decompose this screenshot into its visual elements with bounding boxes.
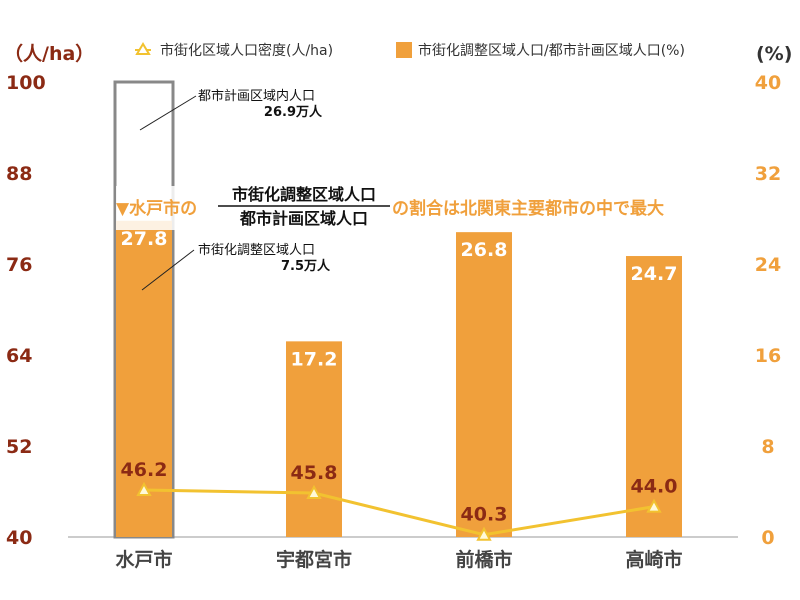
density-point xyxy=(136,481,152,496)
right-axis: 0 8 16 24 32 40 xyxy=(755,72,781,549)
headline: ▼水戸市の 市街化調整区域人口 都市計画区域人口 の割合は北関東主要都市の中で最… xyxy=(116,185,716,230)
left-tick-label: 64 xyxy=(6,345,32,367)
right-tick-label: 0 xyxy=(761,527,774,549)
triangle-marker-icon xyxy=(135,42,151,55)
annotation-total: 都市計画区域内人口 26.9万人 xyxy=(139,88,323,131)
square-marker-icon xyxy=(396,42,412,58)
density-point xyxy=(646,498,662,513)
category-label: 宇都宮市 xyxy=(276,548,352,571)
annotation-total-value: 26.9万人 xyxy=(264,104,323,120)
bar xyxy=(456,232,512,537)
density-value-label: 46.2 xyxy=(121,459,168,481)
annotation-urbctrl-label: 市街化調整区域人口 xyxy=(198,242,315,258)
legend: 市街化区域人口密度(人/ha) 市街化調整区域人口/都市計画区域人口(%) xyxy=(135,42,685,59)
density-value-label: 40.3 xyxy=(461,504,508,526)
right-tick-label: 16 xyxy=(755,345,781,367)
annotation-total-label: 都市計画区域内人口 xyxy=(198,88,315,104)
density-value-label: 45.8 xyxy=(291,462,338,484)
legend-bar-label: 市街化調整区域人口/都市計画区域人口(%) xyxy=(418,42,685,59)
right-tick-label: 40 xyxy=(755,72,781,94)
left-tick-label: 52 xyxy=(6,436,32,458)
density-value-label: 44.0 xyxy=(631,476,678,498)
bar-value-label: 17.2 xyxy=(291,348,338,370)
left-tick-label: 100 xyxy=(6,72,46,94)
category-label: 高崎市 xyxy=(625,548,682,571)
legend-line-label: 市街化区域人口密度(人/ha) xyxy=(160,42,333,59)
headline-denominator: 都市計画区域人口 xyxy=(239,209,368,228)
category-labels: 水戸市 宇都宮市 前橋市 高崎市 xyxy=(115,548,682,571)
bar-value-label: 27.8 xyxy=(121,228,168,250)
left-tick-label: 88 xyxy=(6,163,32,185)
bar xyxy=(626,256,682,537)
left-axis: 40 52 64 76 88 100 xyxy=(6,72,46,549)
density-point xyxy=(476,526,492,541)
category-label: 前橋市 xyxy=(455,548,512,571)
category-label: 水戸市 xyxy=(115,548,172,571)
left-tick-label: 40 xyxy=(6,527,32,549)
left-axis-unit: （人/ha） xyxy=(4,42,94,65)
left-tick-label: 76 xyxy=(6,254,32,276)
right-tick-label: 32 xyxy=(755,163,781,185)
bar xyxy=(286,341,342,537)
bar-value-label: 26.8 xyxy=(461,239,508,261)
bars: 27.8 17.2 26.8 24.7 xyxy=(113,80,682,539)
annotation-urbctrl-value: 7.5万人 xyxy=(281,258,331,274)
annotation-urbctrl: 市街化調整区域人口 7.5万人 xyxy=(141,242,331,291)
right-axis-unit: (%) xyxy=(756,43,792,65)
bar-value-label: 24.7 xyxy=(631,263,678,285)
headline-prefix: ▼水戸市の xyxy=(116,198,197,219)
headline-suffix: の割合は北関東主要都市の中で最大 xyxy=(392,198,664,219)
right-tick-label: 24 xyxy=(755,254,781,276)
density-line-path xyxy=(143,488,655,537)
density-point xyxy=(306,484,322,500)
right-tick-label: 8 xyxy=(761,436,774,458)
density-line: 46.2 45.8 40.3 44.0 xyxy=(121,459,678,541)
headline-numerator: 市街化調整区域人口 xyxy=(232,185,376,204)
